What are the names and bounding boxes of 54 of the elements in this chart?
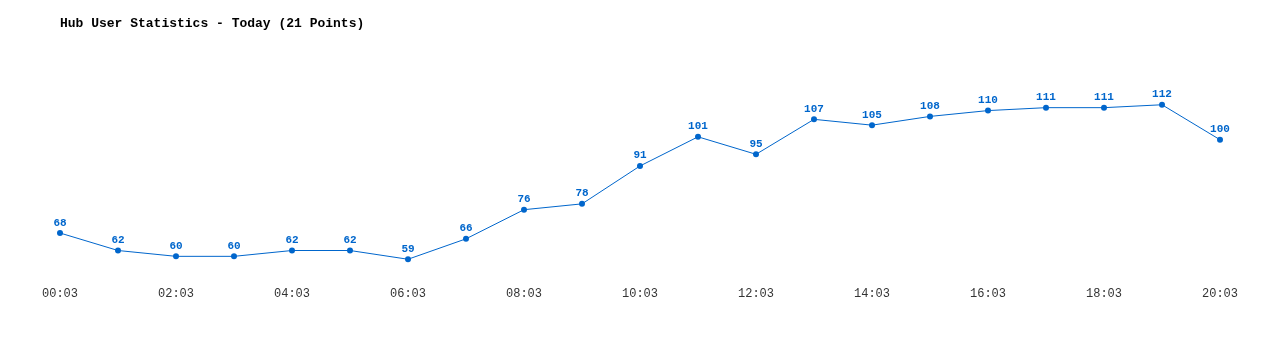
chart-title: Hub User Statistics - Today (21 Points) (60, 15, 365, 31)
point (57, 230, 63, 237)
data-label: 101 (688, 120, 709, 133)
data-label: 68 (53, 216, 67, 229)
data-label: 62 (285, 234, 299, 246)
x-tick-label: 10:03 (621, 287, 659, 301)
x-tick-label: 02:03 (157, 287, 195, 301)
data-label: 100 (1210, 123, 1230, 136)
data-label: 59 (401, 242, 415, 255)
data-label: 91 (633, 149, 647, 162)
point (289, 247, 295, 254)
x-tick-label: 12:03 (737, 287, 775, 301)
data-label: 76 (517, 193, 531, 206)
point (927, 113, 933, 120)
data-label: 62 (111, 234, 125, 246)
data-label: 112 (1152, 88, 1172, 101)
data-label: 111 (1036, 91, 1057, 104)
data-label: 60 (227, 239, 241, 252)
x-tick-label: 16:03 (969, 287, 1007, 301)
point (695, 133, 701, 140)
point (231, 253, 237, 260)
point (463, 235, 469, 242)
point (1101, 104, 1107, 111)
data-label: 110 (978, 94, 998, 107)
x-tick-label: 08:03 (505, 287, 543, 301)
x-tick-label: 04:03 (273, 287, 311, 301)
point (405, 256, 411, 263)
point (521, 206, 527, 213)
point (637, 162, 643, 169)
point (985, 107, 991, 114)
data-label: 107 (804, 102, 824, 115)
x-tick-label: 06:03 (389, 287, 427, 301)
x-tick-label: 14:03 (853, 287, 891, 301)
data-label: 78 (575, 187, 589, 200)
data-label: 105 (862, 108, 883, 121)
data-label: 62 (343, 234, 357, 246)
point (811, 116, 817, 123)
data-label: 66 (459, 222, 473, 235)
point (347, 247, 353, 254)
point (753, 151, 759, 158)
point (173, 253, 179, 260)
data-label: 95 (749, 137, 763, 150)
point (1043, 104, 1049, 111)
data-label: 108 (920, 99, 941, 112)
point (1217, 136, 1223, 143)
x-tick-label: 18:03 (1085, 287, 1123, 301)
point (115, 247, 121, 254)
point (869, 122, 875, 129)
x-tick-label: 00:03 (41, 287, 79, 301)
data-label: 111 (1094, 91, 1115, 104)
point (1159, 101, 1165, 108)
point (579, 200, 585, 207)
data-label: 60 (169, 239, 183, 252)
x-tick-label: 20:03 (1201, 287, 1239, 301)
